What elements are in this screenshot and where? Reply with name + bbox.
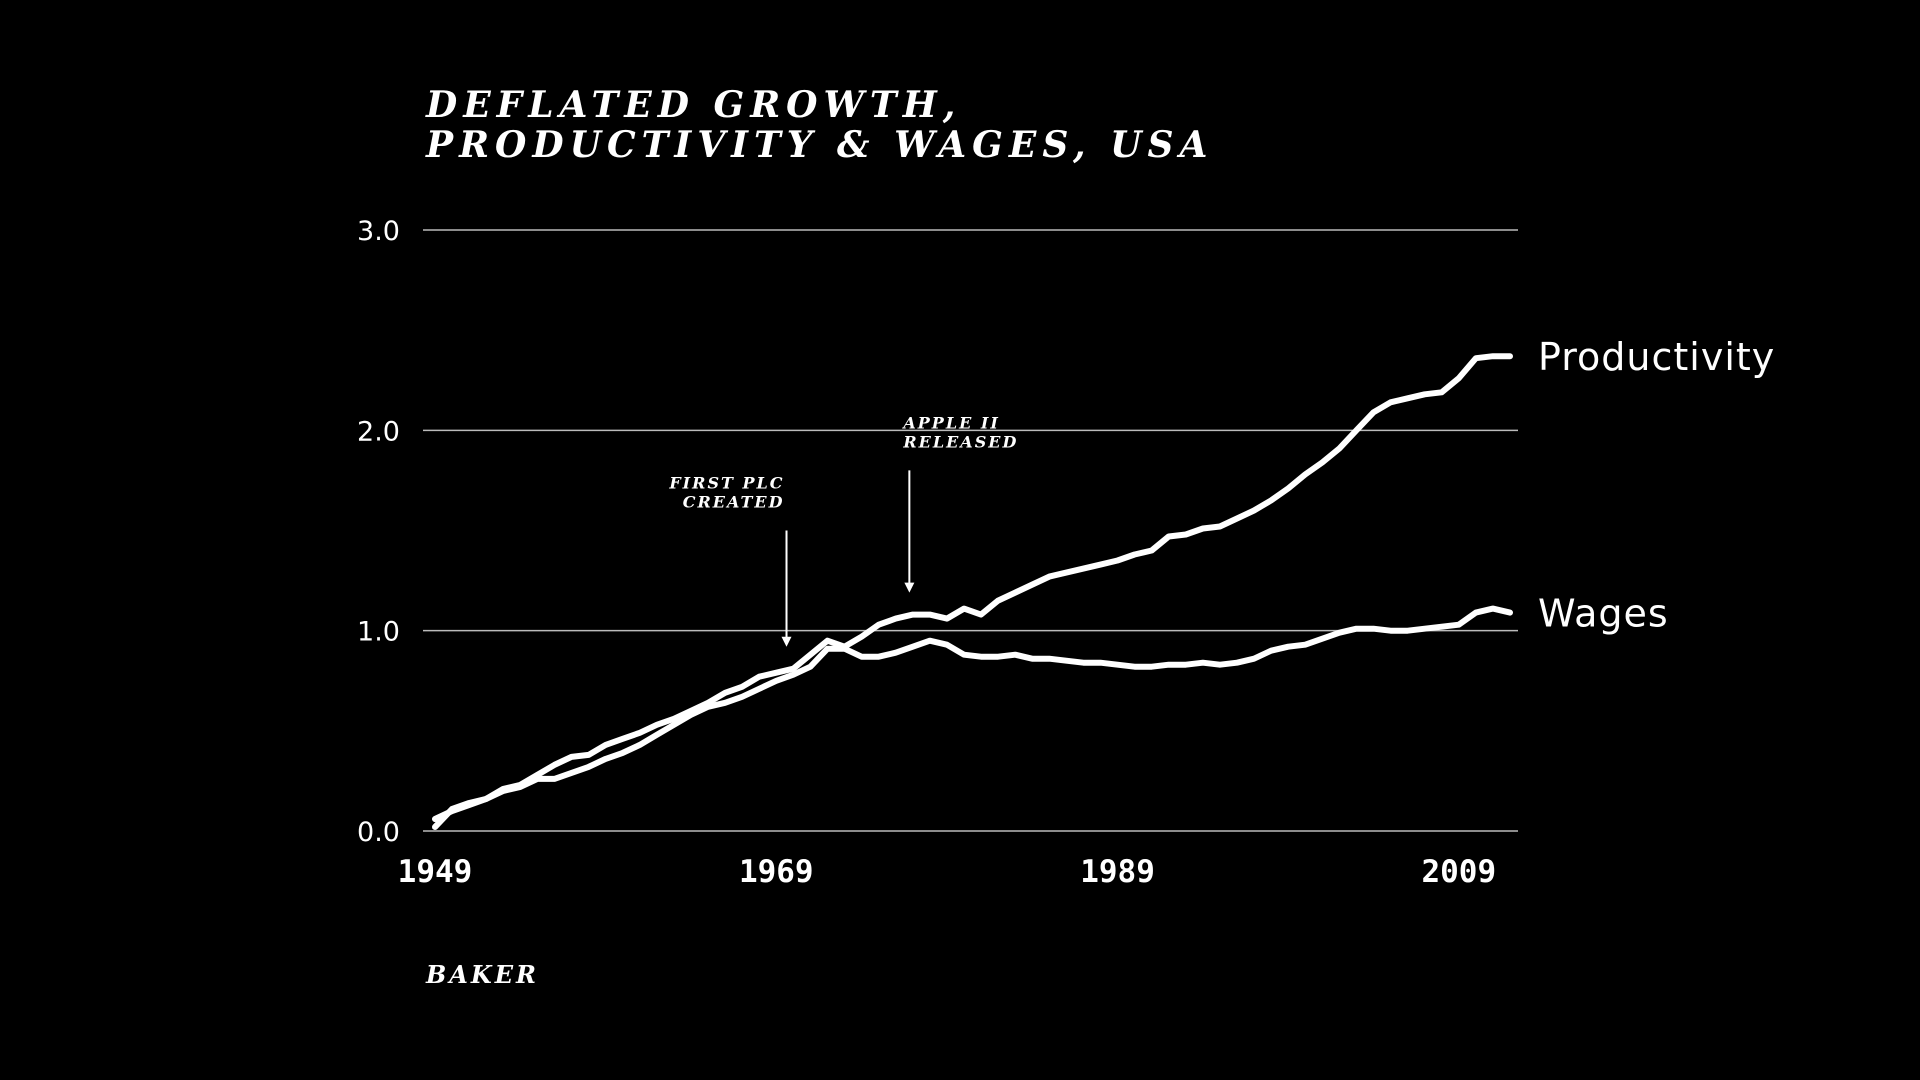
series-lines <box>432 353 1513 830</box>
series-label-wages: Wages <box>1538 592 1669 636</box>
source-credit: BAKER <box>426 960 540 989</box>
series-label-productivity: Productivity <box>1538 335 1775 379</box>
y-tick-label: 3.0 <box>357 216 400 247</box>
annotation-text-apple-ii-released: RELEASED <box>902 432 1018 451</box>
y-axis-ticks: 0.0 1.0 2.0 3.0 <box>357 216 400 848</box>
series-line-productivity <box>432 353 1513 830</box>
annotation-text-apple-ii-released: APPLE II <box>901 413 999 432</box>
series-labels: Productivity Wages <box>1538 335 1775 636</box>
annotation-text-first-plc-created: CREATED <box>683 493 785 512</box>
x-tick-label: 1989 <box>1080 854 1155 890</box>
y-tick-label: 0.0 <box>357 817 400 848</box>
y-tick-label: 1.0 <box>357 617 400 648</box>
x-tick-label: 1969 <box>739 854 814 890</box>
annotation-text-first-plc-created: FIRST PLC <box>668 474 784 493</box>
chart-title-line-2: Productivity & wages, USA <box>426 124 1214 166</box>
grid-lines <box>423 229 1518 832</box>
x-tick-label: 2009 <box>1421 854 1496 890</box>
x-tick-label: 1949 <box>398 854 473 890</box>
annotation-arrow-head <box>904 582 915 593</box>
series-line-wages <box>432 605 1513 822</box>
chart-title-line-1: Deflated growth, <box>426 84 962 126</box>
x-axis-ticks: 1949 1969 1989 2009 <box>398 854 1496 890</box>
annotation-arrow-head <box>781 636 792 647</box>
y-tick-label: 2.0 <box>357 416 400 447</box>
